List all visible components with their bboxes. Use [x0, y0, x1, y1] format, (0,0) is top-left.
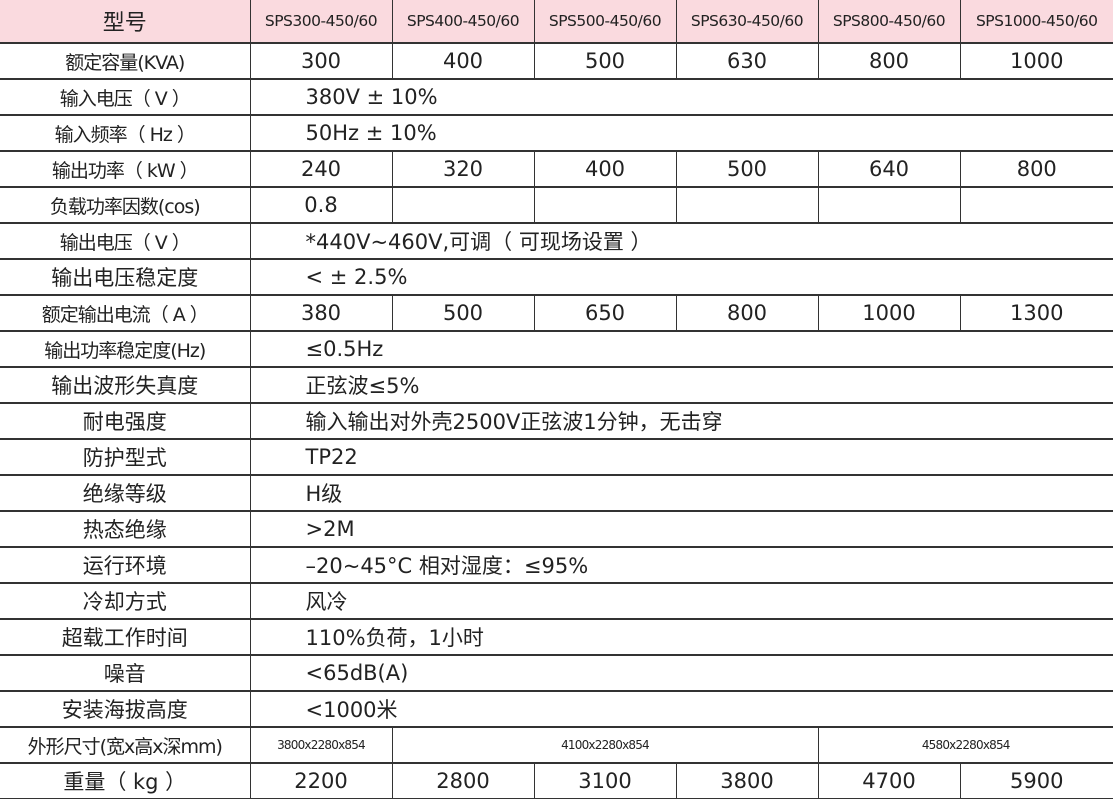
row-label: 运行环境 [0, 546, 251, 584]
value-cell: 5900 [959, 762, 1113, 799]
row-label: 重量（ kg ） [0, 762, 251, 799]
value-cell: 800 [959, 150, 1113, 188]
row-label: 额定输出电流（ A ） [0, 294, 251, 332]
row-label: 安装海拔高度 [0, 690, 251, 728]
row-label: 输入频率（ Hz ） [0, 114, 251, 152]
value-cell: 1000 [959, 42, 1113, 80]
table-row: 外形尺寸(宽x高x深mm) 3800x2280x854 4100x2280x854 4… [0, 726, 1113, 764]
value-cell: 400 [533, 150, 677, 188]
value-cell: TP22 [249, 438, 1113, 476]
row-label: 负载功率因数(cos) [0, 186, 251, 224]
header-label: 型号 [0, 0, 251, 44]
value-cell: <65dB(A) [249, 654, 1113, 692]
table-row: 运行环境 –20~45°C 相对湿度：≤95% [0, 546, 1113, 584]
model-header: SPS400-450/60 [391, 0, 535, 44]
table-row: 输出波形失真度 正弦波≤5% [0, 366, 1113, 404]
value-cell: 800 [817, 42, 961, 80]
table-row: 输出电压稳定度 < ± 2.5% [0, 258, 1113, 296]
header-row: 型号 SPS300-450/60 SPS400-450/60 SPS500-450/6… [0, 0, 1113, 44]
value-cell: 240 [249, 150, 393, 188]
value-cell: *440V~460V,可调（ 可现场设置 ） [249, 222, 1113, 260]
table-row: 绝缘等级 H级 [0, 474, 1113, 512]
table-row: 热态绝缘 >2M [0, 510, 1113, 548]
value-cell: 3800x2280x854 [249, 726, 393, 764]
value-cell: 输入输出对外壳2500V正弦波1分钟，无击穿 [249, 402, 1113, 440]
row-label: 输出功率（ kW ） [0, 150, 251, 188]
table-row: 冷却方式 风冷 [0, 582, 1113, 620]
row-label: 热态绝缘 [0, 510, 251, 548]
table-row: 安装海拔高度 <1000米 [0, 690, 1113, 728]
value-cell: 110%负荷，1小时 [249, 618, 1113, 656]
value-cell [391, 186, 535, 224]
value-cell: 0.8 [249, 186, 393, 224]
value-cell: 800 [675, 294, 819, 332]
row-label: 输出波形失真度 [0, 366, 251, 404]
value-cell: 630 [675, 42, 819, 80]
row-label: 耐电强度 [0, 402, 251, 440]
value-cell [533, 186, 677, 224]
value-cell: 380V ± 10% [249, 78, 1113, 116]
row-label: 额定容量(KVA) [0, 42, 251, 80]
value-cell: 4100x2280x854 [391, 726, 819, 764]
value-cell: 50Hz ± 10% [249, 114, 1113, 152]
value-cell: 2200 [249, 762, 393, 799]
value-cell: < ± 2.5% [249, 258, 1113, 296]
model-header: SPS800-450/60 [817, 0, 961, 44]
value-cell: 1300 [959, 294, 1113, 332]
row-label: 输出电压（ V ） [0, 222, 251, 260]
row-label: 绝缘等级 [0, 474, 251, 512]
model-header: SPS300-450/60 [249, 0, 393, 44]
value-cell: 风冷 [249, 582, 1113, 620]
value-cell: 500 [533, 42, 677, 80]
row-label: 输出电压稳定度 [0, 258, 251, 296]
value-cell: 640 [817, 150, 961, 188]
value-cell: 300 [249, 42, 393, 80]
row-label: 防护型式 [0, 438, 251, 476]
row-label: 输出功率稳定度(Hz) [0, 330, 251, 368]
value-cell: 500 [675, 150, 819, 188]
row-label: 超载工作时间 [0, 618, 251, 656]
value-cell: >2M [249, 510, 1113, 548]
table-row: 额定容量(KVA) 300 400 500 630 800 1000 [0, 42, 1113, 80]
value-cell: 4700 [817, 762, 961, 799]
table-row: 输出功率稳定度(Hz) ≤0.5Hz [0, 330, 1113, 368]
value-cell: 4580x2280x854 [817, 726, 1113, 764]
value-cell: 3800 [675, 762, 819, 799]
value-cell: 500 [391, 294, 535, 332]
table-row: 耐电强度 输入输出对外壳2500V正弦波1分钟，无击穿 [0, 402, 1113, 440]
model-header: SPS630-450/60 [675, 0, 819, 44]
row-label: 噪音 [0, 654, 251, 692]
row-label: 外形尺寸(宽x高x深mm) [0, 726, 251, 764]
value-cell: –20~45°C 相对湿度：≤95% [249, 546, 1113, 584]
value-cell: 2800 [391, 762, 535, 799]
value-cell: <1000米 [249, 690, 1113, 728]
table-row: 输入频率（ Hz ） 50Hz ± 10% [0, 114, 1113, 152]
table-row: 超载工作时间 110%负荷，1小时 [0, 618, 1113, 656]
value-cell: ≤0.5Hz [249, 330, 1113, 368]
table-row: 额定输出电流（ A ） 380 500 650 800 1000 1300 [0, 294, 1113, 332]
value-cell: 380 [249, 294, 393, 332]
value-cell: 650 [533, 294, 677, 332]
table-row: 噪音 <65dB(A) [0, 654, 1113, 692]
table-row: 防护型式 TP22 [0, 438, 1113, 476]
value-cell [817, 186, 961, 224]
table-row: 负载功率因数(cos) 0.8 [0, 186, 1113, 224]
table-row: 输出电压（ V ） *440V~460V,可调（ 可现场设置 ） [0, 222, 1113, 260]
value-cell: H级 [249, 474, 1113, 512]
table-row: 重量（ kg ） 2200 2800 3100 3800 4700 5900 [0, 762, 1113, 799]
value-cell [959, 186, 1113, 224]
value-cell [675, 186, 819, 224]
row-label: 冷却方式 [0, 582, 251, 620]
value-cell: 400 [391, 42, 535, 80]
value-cell: 320 [391, 150, 535, 188]
row-label: 输入电压（ V ） [0, 78, 251, 116]
value-cell: 3100 [533, 762, 677, 799]
table-row: 输入电压（ V ） 380V ± 10% [0, 78, 1113, 116]
table-row: 输出功率（ kW ） 240 320 400 500 640 800 [0, 150, 1113, 188]
model-header: SPS1000-450/60 [959, 0, 1113, 44]
value-cell: 正弦波≤5% [249, 366, 1113, 404]
model-header: SPS500-450/60 [533, 0, 677, 44]
value-cell: 1000 [817, 294, 961, 332]
